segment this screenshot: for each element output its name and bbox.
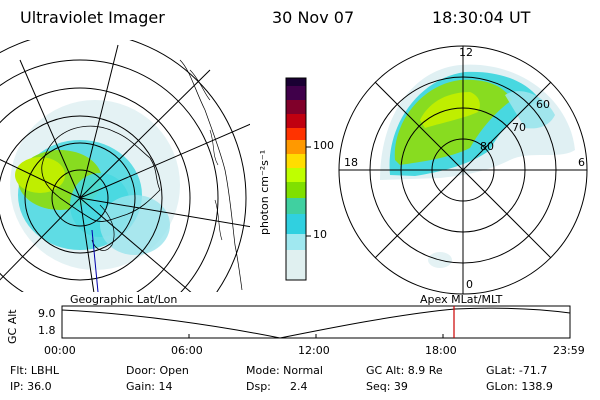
mlt-label-top: 12 [459,46,473,59]
mlat-label-80: 80 [480,140,494,153]
timeline-xtick: 12:00 [298,344,330,357]
dsp-label: Dsp: [246,380,271,393]
timeline-ytick-bottom: 1.8 [38,324,56,337]
emission-yellowgreen [15,157,65,193]
glon-info: GLon: 138.9 [486,380,553,393]
date-label: 30 Nov 07 [272,8,355,27]
timeline-xtick: 06:00 [171,344,203,357]
colorbar-tick-10: 10 [313,228,327,241]
ip-info: IP: 36.0 [10,380,52,393]
instrument-title: Ultraviolet Imager [20,8,165,27]
glat-info: GLat: -71.7 [486,364,548,377]
mlat-label-60: 60 [536,98,550,111]
timeline-ytick-top: 9.0 [38,307,56,320]
geographic-map [0,40,250,292]
gc-alt-info: GC Alt: 8.9 Re [366,364,443,377]
timeline-xtick: 18:00 [425,344,457,357]
gain-info: Gain: 14 [126,380,173,393]
timeline-plot [61,305,571,339]
mlt-label-left: 18 [344,156,358,169]
dsp-value: 2.4 [290,380,308,393]
color-bar [285,77,311,281]
left-panel-caption: Geographic Lat/Lon [70,293,178,306]
mlat-label-70: 70 [512,121,526,134]
mlt-label-right: 6 [578,156,585,169]
timeline-xtick: 23:59 [553,344,585,357]
door-info: Door: Open [126,364,189,377]
magnetic-polar-plot [338,45,588,295]
colorbar-unit-label: photon cm⁻²s⁻¹ [258,149,271,235]
right-panel-caption: Apex MLat/MLT [420,293,503,306]
timeline-axis-label: GC Alt [6,309,19,344]
colorbar-tick-100: 100 [313,139,334,152]
timeline-xtick: 00:00 [44,344,76,357]
filter-info: Flt: LBHL [10,364,59,377]
mlt-label-bottom: 0 [466,278,473,291]
time-label: 18:30:04 UT [432,8,531,27]
seq-info: Seq: 39 [366,380,408,393]
mode-info: Mode: Normal [246,364,323,377]
